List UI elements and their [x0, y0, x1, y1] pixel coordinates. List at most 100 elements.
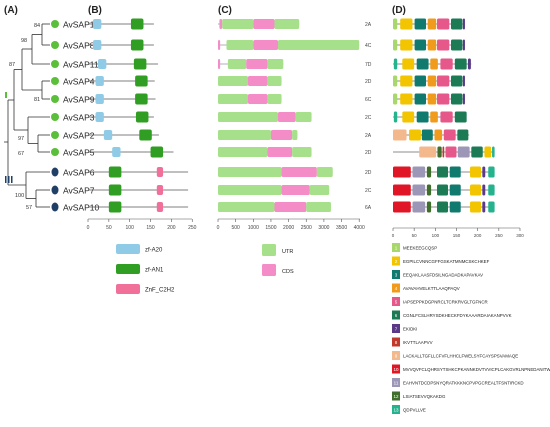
axis-tick-label: 50 — [106, 225, 112, 231]
motif-2-block — [400, 93, 413, 105]
axis-tick-label: 250 — [188, 225, 197, 231]
motif-5-block — [437, 18, 450, 30]
motif-5-block — [440, 111, 453, 123]
motif-list: 1 MEEKEEGCQSP 2 EGPILCVNNCGFFGSKATMNMCSKCHK… — [392, 243, 550, 414]
cds-segment — [270, 130, 293, 140]
axis-tick-label: 300 — [516, 233, 524, 238]
zf-an1-domain — [130, 18, 144, 30]
chromosome-label: 2A — [365, 133, 372, 139]
znf-c2h2-domain — [156, 167, 164, 177]
motif-number: 9 — [395, 354, 398, 359]
motif-10-block — [393, 201, 411, 213]
zf-a20-domain — [112, 147, 121, 157]
cds-segment — [246, 59, 268, 69]
motif-6-block — [437, 184, 449, 196]
chromosome-label: 2C — [365, 115, 372, 121]
chromosome-label: 4C — [365, 43, 372, 49]
motif-number: 10 — [393, 367, 399, 372]
bootstrap-value: 67 — [18, 151, 24, 157]
gene-structure-axis: 0 500 1000 1500 2000 2500 3000 3500 4000 — [217, 218, 365, 231]
utr-segment — [218, 167, 282, 177]
utr-segment — [218, 112, 279, 122]
axis-tick-label: 0 — [392, 233, 395, 238]
utr-segment — [274, 19, 300, 29]
leaf-circle — [51, 131, 59, 139]
axis-tick-label: 500 — [231, 225, 240, 231]
utr-segment — [295, 112, 312, 122]
axis-tick-label: 4000 — [354, 225, 365, 231]
legend-label: ZnF_C2H2 — [145, 288, 175, 294]
gene-label: AvSAP11 — [63, 60, 99, 70]
bootstrap-value: 87 — [9, 62, 15, 68]
motif-9-block — [393, 129, 407, 141]
cds-segment — [218, 40, 221, 50]
cds-segment — [278, 112, 296, 122]
domain-panel — [88, 18, 189, 213]
legend-swatch — [116, 244, 140, 254]
chromosome-label: 2A — [365, 22, 372, 28]
zf-an1-domain — [108, 201, 122, 213]
motif-4-block — [427, 39, 437, 51]
cds-segment — [218, 59, 221, 69]
motif-swatch — [392, 378, 400, 387]
gene-label: AvSAP7 — [63, 186, 95, 196]
utr-segment — [226, 40, 254, 50]
chromosome-label: 6A — [365, 205, 372, 211]
zf-an1-domain — [139, 129, 152, 141]
utr-segment — [316, 167, 333, 177]
motif-sequence: LSIATSEVVQKAKDG — [403, 394, 446, 399]
axis-tick-label: 150 — [453, 233, 461, 238]
motif-3-block — [414, 75, 427, 87]
zf-a20-domain — [98, 59, 107, 69]
motif-13-block — [492, 146, 495, 158]
motif-sequence: IKVTTLAAPVV — [403, 340, 433, 345]
cds-segment — [248, 76, 268, 86]
motif-7-block — [482, 166, 486, 178]
legend-swatch — [262, 264, 276, 276]
domain-legend: zf-A20 zf-AN1 ZnF_C2H2 — [116, 244, 175, 294]
panel-label-c: (C) — [218, 5, 232, 16]
motif-swatch — [392, 243, 400, 252]
motif-swatch — [392, 337, 400, 347]
motif-7-block — [462, 93, 465, 105]
motif-4-block — [427, 93, 437, 105]
motif-3-block — [416, 58, 429, 70]
motif-4-block — [430, 111, 438, 123]
axis-tick-label: 1000 — [248, 225, 259, 231]
navy-group-marker — [5, 176, 7, 183]
motif-sequence: EAHVNTDCDPSNYQRATKKKNCPVPGCREALTFSNTIRCK… — [403, 381, 524, 386]
utr-segment — [222, 19, 254, 29]
motif-3-block — [414, 39, 427, 51]
bootstrap-value: 100 — [15, 193, 24, 199]
gene-label: AvSAP2 — [63, 131, 95, 141]
legend-label: zf-A20 — [145, 248, 163, 254]
motif-4-block — [434, 129, 443, 141]
motif-7-block — [462, 75, 465, 87]
chromosome-label: 2D — [365, 79, 372, 85]
utr-segment — [227, 59, 247, 69]
axis-tick-label: 0 — [217, 225, 220, 231]
utr-segment — [278, 40, 360, 50]
motif-number: 11 — [394, 381, 399, 386]
motif-number: 1 — [395, 246, 398, 251]
motif-10-block — [393, 184, 411, 196]
motif-6-block — [450, 18, 463, 30]
leaf-circle — [51, 95, 59, 103]
motif-9-block — [419, 146, 437, 158]
motif-2-block — [400, 18, 413, 30]
axis-tick-label: 200 — [474, 233, 482, 238]
motif-swatch — [392, 256, 400, 266]
motif-2-block — [400, 39, 413, 51]
motif-12-block — [426, 184, 432, 196]
zf-an1-domain — [133, 58, 147, 70]
chromosome-label: 7D — [365, 62, 372, 68]
motif-13-block — [488, 201, 495, 213]
motif-sequence: QDPVLLVE — [403, 408, 426, 413]
motif-sequence: AVAVAHVELKTTLAAQPAQV — [403, 286, 460, 291]
znf-c2h2-domain — [156, 185, 164, 195]
motif-6-block — [457, 129, 469, 141]
tree-leaves: AvSAP1 AvSAP8 AvSAP11 AvSAP4 AvSAP9 AvSAP3 AvS… — [51, 20, 100, 213]
zf-an1-domain — [150, 146, 164, 158]
